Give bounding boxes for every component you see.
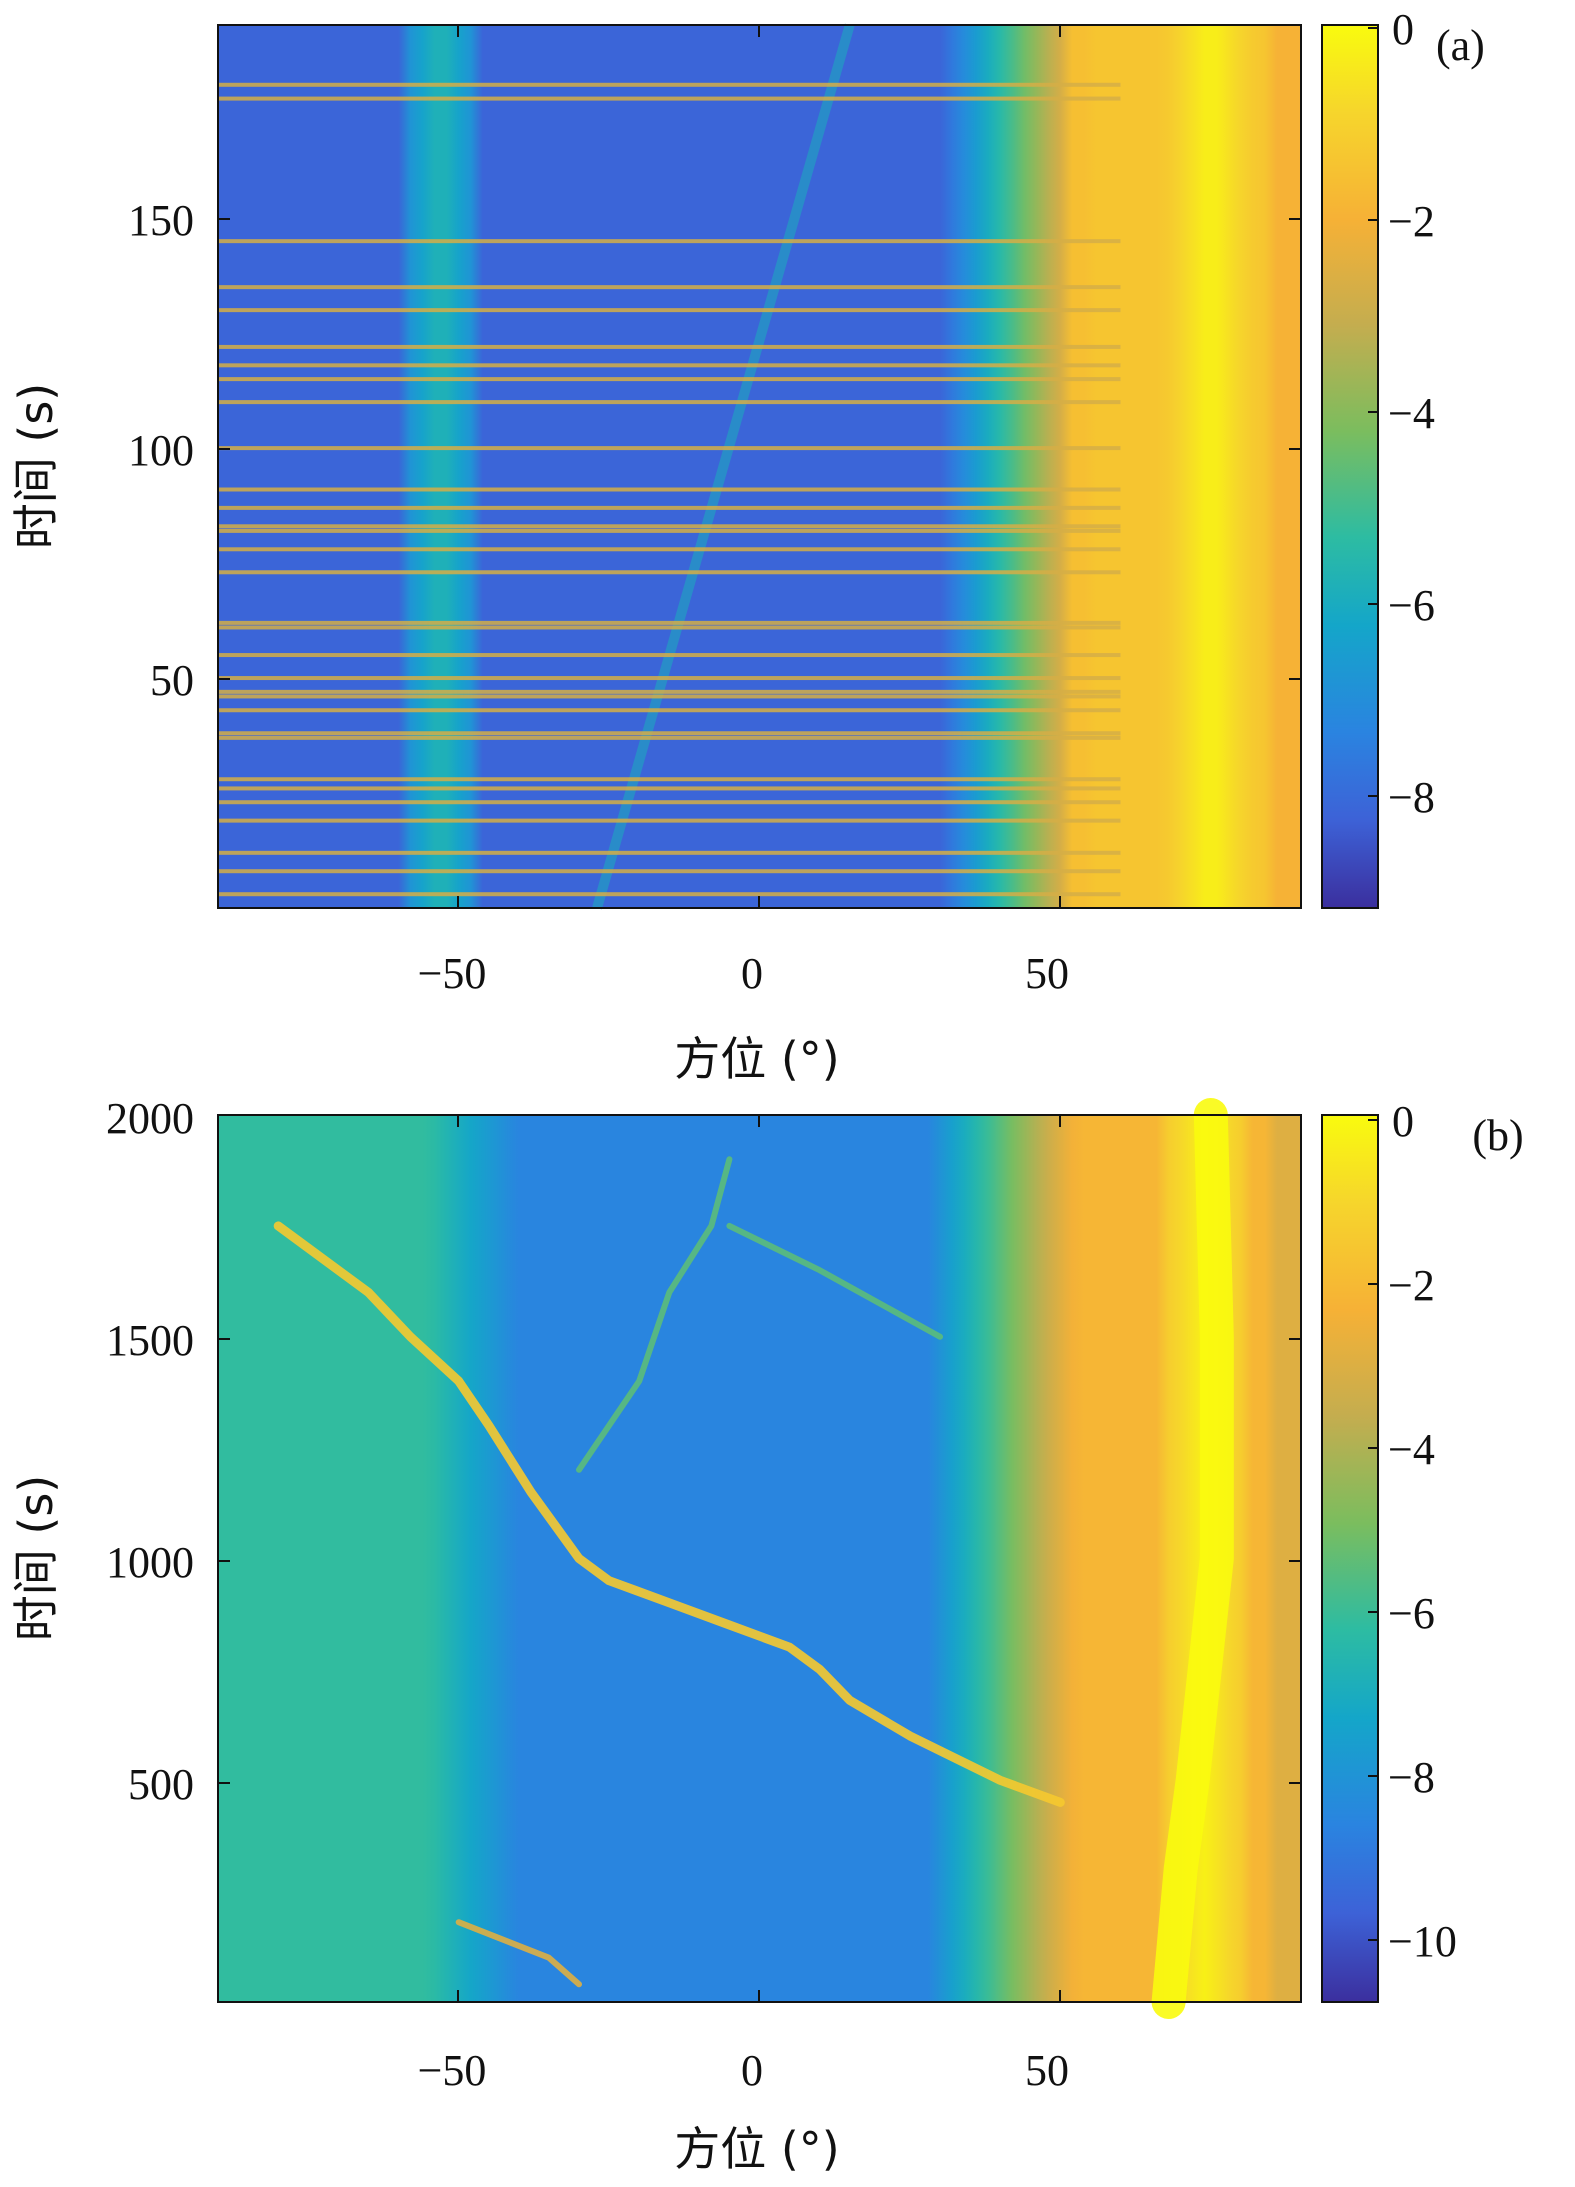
panel-a-colorbar-fill <box>1322 25 1378 908</box>
panel-b: −50 0 50 500 1000 1500 2000 方位 (°) 时间 (s… <box>9 1094 1524 2176</box>
panel-a-y-ticks: 50 100 150 <box>128 196 1301 705</box>
panel-a-colorbar-label: −6 <box>1388 581 1435 630</box>
panel-a-xtick-label: −50 <box>418 949 487 998</box>
panel-a-ytick-label: 150 <box>128 196 194 245</box>
panel-a-bright-row <box>218 689 1121 694</box>
panel-a-bright-row <box>218 446 1121 451</box>
panel-b-heatmap <box>218 1098 1301 2019</box>
panel-b-ylabel: 时间 (s) <box>9 1475 63 1641</box>
panel-a-bright-row <box>218 524 1121 529</box>
panel-b-y-ticks: 500 1000 1500 2000 <box>106 1094 1301 1809</box>
panel-a-bright-row <box>218 800 1121 805</box>
panel-a-colorbar-label: −2 <box>1388 197 1435 246</box>
panel-b-tracks <box>273 1098 1234 2019</box>
panel-b-colorbar-fill <box>1322 1115 1378 2002</box>
panel-a-tag: (a) <box>1436 21 1485 70</box>
panel-a-bright-row <box>218 731 1121 736</box>
panel-b-colorbar-label: 0 <box>1392 1097 1414 1146</box>
panel-a: −50 0 50 50 100 150 方位 (°) 时间 (s) <box>9 5 1485 1086</box>
panel-b-colorbar-label: −4 <box>1388 1425 1435 1474</box>
panel-a-bright-row <box>218 818 1121 823</box>
panel-b-ytick-label: 500 <box>128 1760 194 1809</box>
panel-b-tag: (b) <box>1472 1111 1523 1160</box>
panel-a-bright-row <box>218 82 1121 87</box>
panel-a-bright-row <box>218 777 1121 782</box>
panel-b-colorbar-label: −6 <box>1388 1589 1435 1638</box>
panel-a-bright-row <box>218 285 1121 290</box>
panel-a-xtick-label: 0 <box>741 949 763 998</box>
panel-b-track <box>273 1221 1065 1807</box>
panel-a-bright-row <box>218 96 1121 101</box>
panel-b-track <box>576 1156 733 1473</box>
panel-a-colorbar-label: −8 <box>1388 773 1435 822</box>
panel-b-colorbar: 0 −2 −4 −6 −8 −10 <box>1321 1097 1457 2003</box>
panel-a-bright-row <box>218 547 1121 552</box>
panel-a-bright-row <box>218 892 1121 897</box>
panel-b-main-ridge <box>1151 1098 1234 2019</box>
panel-a-bright-row <box>218 239 1121 244</box>
panel-a-colorbar-label: −4 <box>1388 389 1435 438</box>
panel-a-bright-row <box>218 625 1121 630</box>
panel-a-heatmap-bands <box>218 23 1301 910</box>
panel-a-drift-ridge <box>592 23 855 910</box>
panel-b-xtick-label: 0 <box>741 2046 763 2095</box>
panel-b-x-ticks: −50 0 50 <box>418 1115 1069 2095</box>
panel-b-ytick-label: 1500 <box>106 1316 194 1365</box>
panel-a-bright-row <box>218 487 1121 492</box>
panel-b-xlabel: 方位 (°) <box>674 2122 840 2176</box>
panel-b-ytick-label: 2000 <box>106 1094 194 1143</box>
panel-a-bright-row <box>218 676 1121 681</box>
panel-a-bright-row <box>218 620 1121 625</box>
panel-b-colorbar-label: −8 <box>1388 1753 1435 1802</box>
panel-b-ytick-label: 1000 <box>106 1538 194 1587</box>
panel-b-track <box>455 1919 582 1988</box>
panel-b-heatmap-bands <box>218 1115 1301 2002</box>
panel-a-bright-row <box>218 570 1121 575</box>
panel-b-xtick-label: −50 <box>418 2046 487 2095</box>
panel-b-track <box>726 1222 943 1340</box>
panel-a-colorbar-label: 0 <box>1392 5 1414 54</box>
panel-a-bright-row <box>218 694 1121 699</box>
panel-b-colorbar-label: −10 <box>1388 1917 1457 1966</box>
panel-a-bright-row <box>218 786 1121 791</box>
panel-a-colorbar: 0 −2 −4 −6 −8 <box>1321 5 1435 909</box>
panel-a-bright-row <box>218 308 1121 313</box>
panel-a-colorbar-frame <box>1321 24 1379 909</box>
panel-a-heatmap-field <box>218 25 1301 908</box>
panel-a-bright-row <box>218 363 1121 368</box>
panel-a-bright-row <box>218 377 1121 382</box>
panel-a-bright-row <box>218 708 1121 713</box>
panel-a-x-ticks: −50 0 50 <box>418 25 1069 998</box>
panel-b-heatmap-field <box>218 1115 1301 2002</box>
panel-a-bright-row <box>218 344 1121 349</box>
panel-a-bright-row <box>218 850 1121 855</box>
panel-a-bright-row <box>218 653 1121 658</box>
panel-a-ytick-label: 100 <box>128 426 194 475</box>
panel-a-bright-row <box>218 735 1121 740</box>
panel-a-bright-row <box>218 505 1121 510</box>
panel-a-xlabel: 方位 (°) <box>674 1032 840 1086</box>
panel-a-bright-row <box>218 528 1121 533</box>
panel-a-ytick-label: 50 <box>150 656 194 705</box>
panel-b-xtick-label: 50 <box>1025 2046 1069 2095</box>
panel-b-colorbar-frame <box>1321 1114 1379 2003</box>
panel-b-colorbar-label: −2 <box>1388 1261 1435 1310</box>
panel-a-xtick-label: 50 <box>1025 949 1069 998</box>
panel-a-bright-row <box>218 869 1121 874</box>
panel-a-heatmap <box>218 23 1301 910</box>
panel-a-bright-rows <box>218 82 1121 897</box>
panel-a-bright-row <box>218 400 1121 405</box>
panel-a-ylabel: 时间 (s) <box>9 383 63 549</box>
